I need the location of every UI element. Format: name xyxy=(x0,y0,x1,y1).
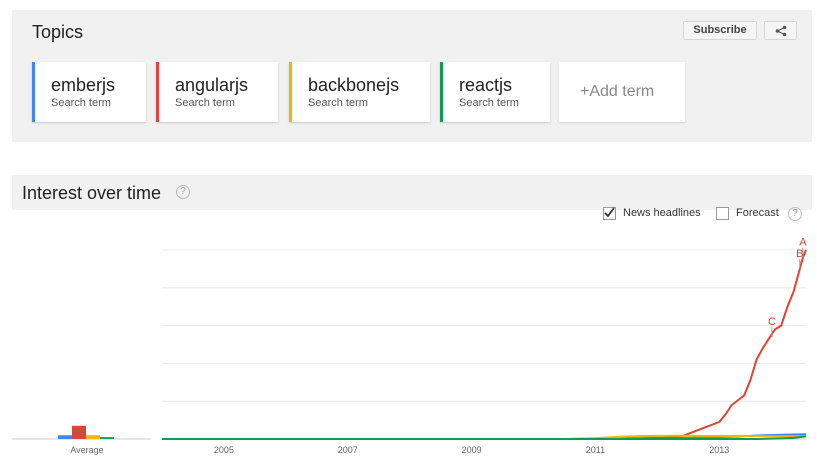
annotation-label: C xyxy=(768,316,776,328)
x-tick-label: 2011 xyxy=(586,445,605,455)
x-tick-label: 2009 xyxy=(462,445,482,455)
share-icon xyxy=(775,25,787,37)
interest-title: Interest over time xyxy=(22,183,162,203)
term-color-bar xyxy=(156,62,159,122)
term-type-label: Search term xyxy=(308,97,368,109)
average-bar-reactjs xyxy=(100,437,114,439)
interest-chart: Average 2005 2007 2009 2011 2013 AB C xyxy=(12,237,807,455)
add-term-button[interactable]: +Add term xyxy=(559,62,685,122)
subscribe-button[interactable]: Subscribe xyxy=(683,21,757,40)
term-type-label: Search term xyxy=(51,97,111,109)
term-name: angularjs xyxy=(175,75,249,95)
term-type-label: Search term xyxy=(459,97,519,109)
average-bar-angularjs xyxy=(72,425,86,439)
forecast-checkbox[interactable] xyxy=(716,207,729,220)
term-card-emberjs[interactable]: emberjs Search term xyxy=(32,62,146,122)
term-name: backbonejs xyxy=(308,75,400,95)
annotation-label: A xyxy=(799,237,807,249)
topics-title: Topics xyxy=(32,22,84,42)
series-line-reactjs xyxy=(162,435,807,440)
term-card-angularjs[interactable]: angularjs Search term xyxy=(156,62,278,122)
share-button[interactable] xyxy=(764,21,797,40)
series-line-angularjs xyxy=(162,249,807,440)
term-color-bar xyxy=(32,62,35,122)
forecast-toggle[interactable]: Forecast xyxy=(716,207,786,221)
x-tick-label: 2007 xyxy=(338,445,358,455)
term-card-reactjs[interactable]: reactjs Search term xyxy=(440,62,550,122)
average-label: Average xyxy=(70,445,103,455)
term-color-bar xyxy=(289,62,292,122)
forecast-help-icon[interactable]: ? xyxy=(788,207,802,221)
news-headlines-toggle[interactable]: News headlines xyxy=(603,207,703,221)
term-card-backbonejs[interactable]: backbonejs Search term xyxy=(289,62,430,122)
term-name: reactjs xyxy=(459,75,513,95)
x-tick-label: 2005 xyxy=(214,445,234,455)
term-color-bar xyxy=(440,62,443,122)
average-bar-backbonejs xyxy=(86,435,100,439)
term-type-label: Search term xyxy=(175,97,235,109)
term-name: emberjs xyxy=(51,75,116,95)
average-bar-emberjs xyxy=(58,435,72,439)
checkmark-icon xyxy=(604,207,615,218)
interest-panel: Interest over time ? xyxy=(12,175,812,210)
add-term-label: +Add term xyxy=(580,83,655,100)
x-tick-label: 2013 xyxy=(709,445,729,455)
annotation-label: B xyxy=(796,248,803,260)
help-icon[interactable]: ? xyxy=(176,185,190,199)
news-headlines-label: News headlines xyxy=(623,207,701,219)
forecast-label: Forecast xyxy=(736,207,779,219)
topics-panel: Topics Subscribe emberjs Search term ang… xyxy=(12,10,812,142)
news-headlines-checkbox[interactable] xyxy=(603,207,616,220)
